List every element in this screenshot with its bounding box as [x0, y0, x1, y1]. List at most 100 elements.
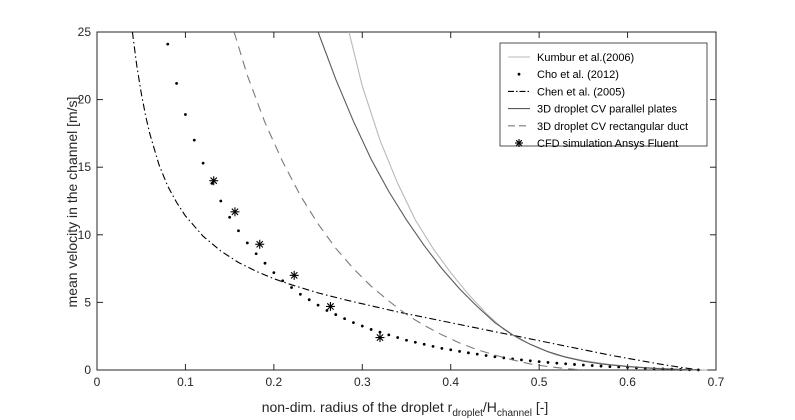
- data-point: [422, 342, 426, 346]
- legend-marker: [517, 72, 521, 76]
- series-line: [317, 31, 699, 371]
- data-point: [237, 229, 240, 233]
- x-tick-label: 0.4: [442, 375, 459, 389]
- series-3d-droplet-cv-parallel-plates: [317, 31, 699, 371]
- y-tick-label: 0: [84, 363, 91, 377]
- data-point: [528, 359, 532, 363]
- data-point: [290, 286, 293, 289]
- data-point: [219, 199, 223, 203]
- legend-entry-cfd-simulation-ansys-fluent: CFD simulation Ansys Fluent: [515, 138, 678, 150]
- data-point: [520, 358, 523, 362]
- data-point: [440, 346, 444, 350]
- x-tick-label: 0.1: [177, 375, 194, 389]
- data-point: [484, 354, 488, 357]
- legend-entry-cho-et-al-2012: Cho et al. (2012): [517, 69, 619, 81]
- data-point: [228, 215, 232, 219]
- data-point: [590, 364, 594, 367]
- series-line: [131, 31, 699, 371]
- legend-entry-chen-et-al-2005: Chen et al. (2005): [508, 86, 625, 98]
- data-point: [449, 348, 453, 352]
- x-axis-title-main: non-dim. radius of the droplet r: [262, 399, 453, 415]
- data-point: [413, 340, 417, 344]
- series-chen-et-al-2005: [131, 31, 699, 371]
- data-point: [272, 271, 276, 275]
- data-point: [555, 361, 559, 365]
- data-point: [254, 252, 258, 256]
- legend-label: Kumbur et al.(2006): [537, 52, 634, 64]
- data-point: [546, 361, 550, 364]
- x-tick-label: 0.6: [619, 375, 636, 389]
- data-point: [245, 241, 249, 245]
- legend: Kumbur et al.(2006) Cho et al. (2012) Chen…: [499, 42, 708, 150]
- data-point: [617, 365, 621, 369]
- data-point: [298, 292, 302, 296]
- legend-label: 3D droplet CV rectangular duct: [537, 121, 688, 133]
- data-point: [343, 317, 346, 321]
- series-cfd-simulation-ansys-fluent: [209, 176, 385, 343]
- y-axis-title: mean velocity in the channel [m/s]: [64, 97, 80, 308]
- data-point: [608, 365, 612, 369]
- data-point: [263, 261, 267, 265]
- data-point: [184, 113, 187, 116]
- y-tick-label: 20: [78, 93, 92, 107]
- legend-entry-3d-droplet-cv-parallel-plates: 3D droplet CV parallel plates: [508, 104, 678, 116]
- x-axis-title-sub-channel: channel: [497, 408, 532, 419]
- tick-layer: 0 0.1 0.2 0.3 0.4 0.5 0.6 0.7 0 5 10 15 20 25: [78, 25, 725, 389]
- data-point: [537, 360, 541, 364]
- legend-label: Chen et al. (2005): [537, 86, 625, 98]
- data-point: [209, 176, 219, 186]
- data-point: [334, 313, 338, 316]
- y-tick-label: 15: [78, 160, 92, 174]
- data-point: [307, 298, 311, 302]
- data-point: [316, 303, 320, 307]
- series-3d-droplet-cv-rectangular-duct: [233, 31, 584, 371]
- series-layer: [131, 31, 708, 372]
- data-point: [387, 333, 391, 337]
- x-tick-label: 0.5: [531, 375, 548, 389]
- data-point: [166, 42, 170, 46]
- x-axis-title-slash: /H: [483, 399, 497, 415]
- data-point: [352, 321, 355, 325]
- data-point: [230, 207, 240, 217]
- data-point: [475, 352, 479, 356]
- y-tick-label: 10: [78, 228, 92, 242]
- data-point: [581, 363, 585, 367]
- data-point: [396, 336, 400, 339]
- legend-box: [499, 42, 708, 147]
- legend-marker: [515, 139, 523, 147]
- x-axis-title-sub-droplet: droplet: [452, 408, 483, 419]
- legend-entries: Kumbur et al.(2006) Cho et al. (2012) Chen…: [508, 52, 688, 150]
- data-point: [369, 328, 373, 331]
- data-point: [175, 81, 178, 85]
- data-point: [375, 333, 385, 343]
- x-tick-label: 0.3: [354, 375, 371, 389]
- data-point: [405, 338, 408, 342]
- data-point: [192, 138, 196, 142]
- x-tick-label: 0.2: [266, 375, 283, 389]
- x-axis-title-unit: [-]: [532, 399, 548, 415]
- data-point: [573, 363, 576, 366]
- x-axis-title: non-dim. radius of the droplet rdroplet/…: [262, 399, 549, 419]
- data-point: [431, 344, 435, 348]
- data-point: [467, 351, 470, 355]
- y-tick-label: 5: [84, 295, 91, 309]
- data-point: [255, 239, 265, 249]
- legend-entry-3d-droplet-cv-rectangular-duct: 3D droplet CV rectangular duct: [508, 121, 688, 133]
- data-point: [696, 368, 700, 372]
- legend-entry-kumbur-et-al-2006: Kumbur et al.(2006): [508, 52, 634, 64]
- x-tick-label: 0: [94, 375, 101, 389]
- data-point: [360, 324, 364, 328]
- data-point: [493, 355, 497, 359]
- data-point: [564, 362, 568, 366]
- x-tick-label: 0.7: [708, 375, 725, 389]
- data-point: [599, 364, 603, 368]
- legend-label: Cho et al. (2012): [537, 69, 619, 81]
- legend-label: 3D droplet CV parallel plates: [537, 104, 678, 116]
- legend-label: CFD simulation Ansys Fluent: [537, 138, 678, 150]
- series-line: [233, 31, 584, 371]
- data-point: [201, 161, 205, 165]
- data-point: [458, 349, 461, 353]
- data-point: [325, 301, 335, 311]
- y-tick-label: 25: [78, 25, 92, 39]
